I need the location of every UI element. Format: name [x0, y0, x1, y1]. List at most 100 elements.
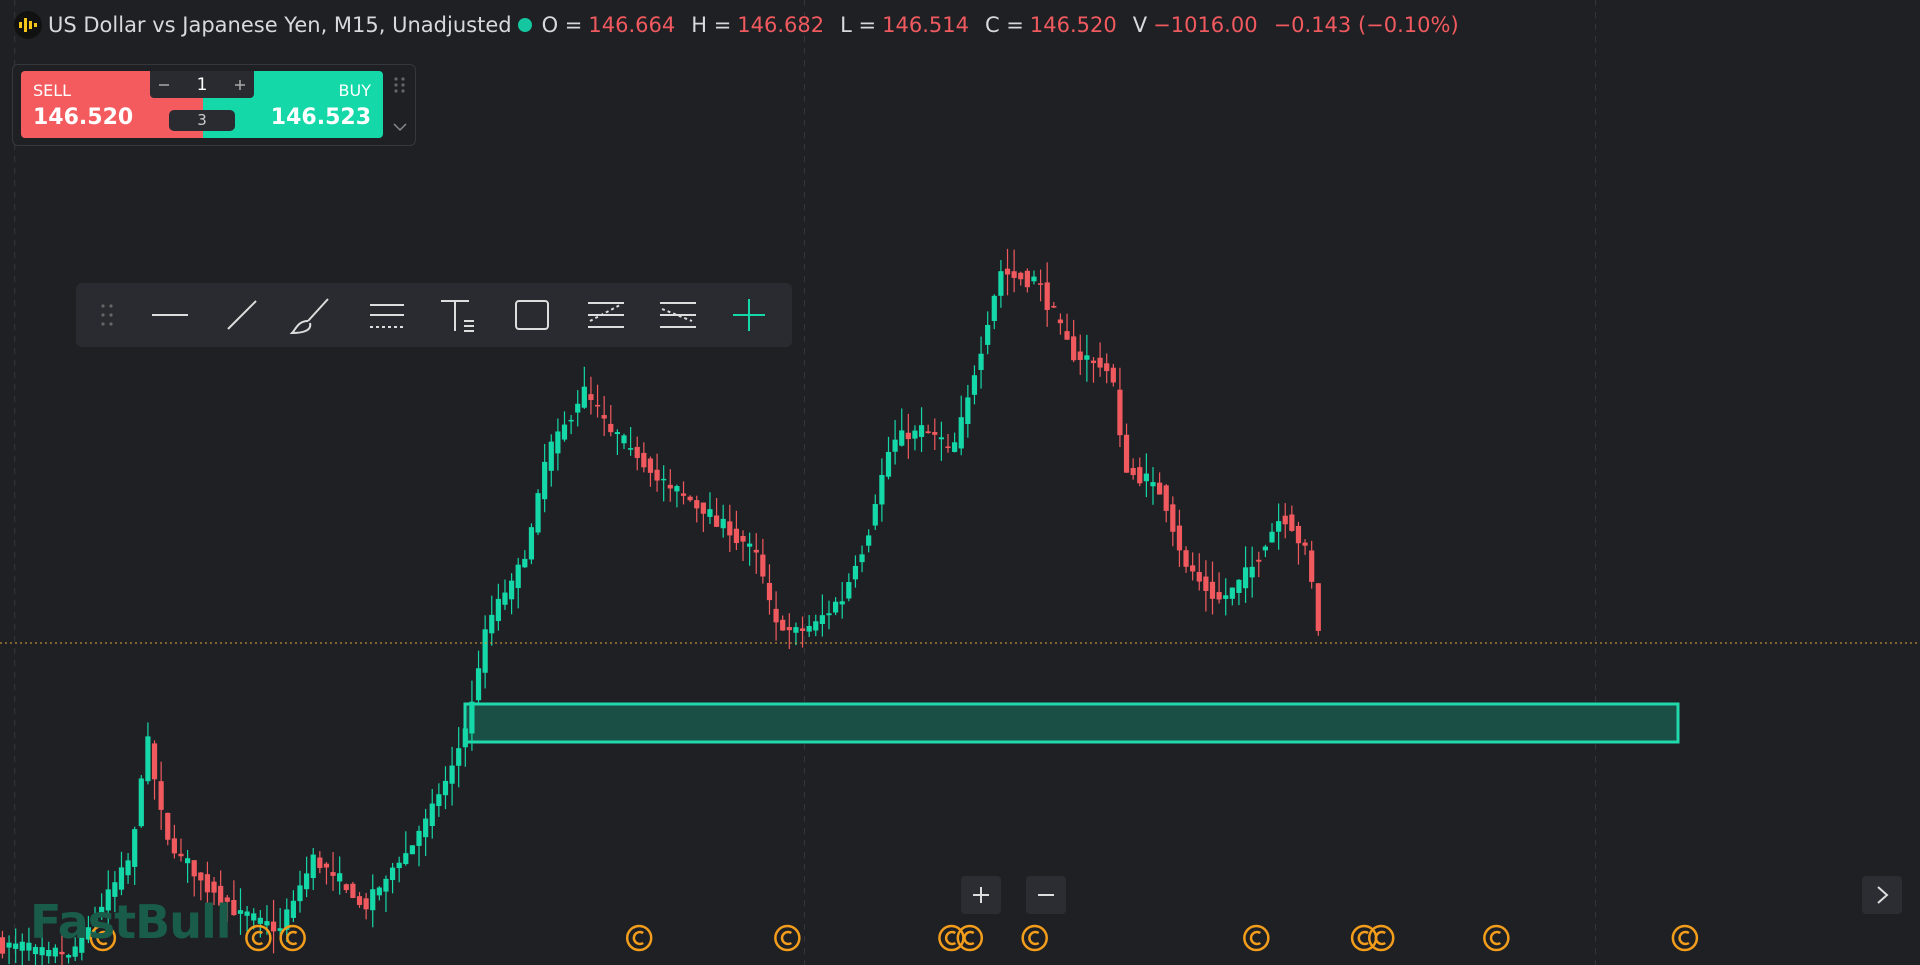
- candle-body: [713, 515, 720, 527]
- candle-body: [469, 701, 475, 734]
- candle-body: [1090, 360, 1097, 364]
- event-marker[interactable]: [245, 924, 272, 952]
- candle-body: [165, 812, 171, 840]
- candle-body: [132, 829, 138, 867]
- candle-body: [535, 493, 541, 533]
- candle-body: [614, 432, 620, 435]
- panel-controls[interactable]: [391, 69, 411, 139]
- event-marker[interactable]: [625, 924, 653, 952]
- trend-line-tool[interactable]: [227, 300, 257, 330]
- candle-body: [945, 446, 951, 449]
- candle-body: [1077, 351, 1083, 360]
- event-marker[interactable]: [774, 924, 801, 952]
- candle-body: [337, 873, 343, 882]
- drag-handle[interactable]: [101, 304, 113, 326]
- candle-body: [257, 917, 263, 924]
- event-marker[interactable]: [1021, 924, 1048, 952]
- text-tool[interactable]: [441, 300, 474, 332]
- candle-body: [6, 942, 12, 948]
- candle-body: [542, 461, 548, 500]
- sell-label: SELL: [33, 81, 72, 100]
- candle-body: [1223, 595, 1229, 599]
- candle-body: [522, 558, 528, 568]
- candle-body: [171, 838, 177, 854]
- parallel-channel-tool[interactable]: [370, 304, 404, 328]
- increase[interactable]: [234, 79, 246, 91]
- ohlc-label: C =: [984, 13, 1024, 37]
- candle-body: [495, 598, 501, 622]
- candle-body: [1051, 305, 1057, 308]
- candle-body: [727, 521, 733, 536]
- candle-body: [985, 324, 991, 345]
- candle-body: [211, 881, 217, 893]
- candle-body: [403, 853, 409, 865]
- scroll-right[interactable]: [1862, 876, 1902, 914]
- event-marker[interactable]: [279, 924, 306, 952]
- candle-body: [839, 601, 845, 605]
- event-marker[interactable]: [1243, 924, 1270, 952]
- candle-body: [350, 883, 356, 898]
- candle-body: [859, 554, 865, 563]
- candle-body: [270, 921, 277, 932]
- candle-body: [733, 528, 740, 544]
- candle-body: [13, 943, 19, 949]
- candle-body: [138, 778, 144, 827]
- candle-body: [1289, 514, 1295, 531]
- candle-body: [244, 911, 250, 916]
- candle-body: [231, 899, 237, 916]
- candle-body: [991, 295, 997, 322]
- event-marker[interactable]: [956, 924, 984, 952]
- event-marker[interactable]: [1671, 924, 1699, 952]
- candle-body: [528, 527, 535, 560]
- candle-body: [79, 928, 85, 953]
- candle-body: [85, 927, 92, 940]
- fib-tool[interactable]: [588, 302, 624, 328]
- candle-body: [813, 621, 819, 631]
- candle-body: [952, 442, 958, 452]
- candle-body: [799, 628, 806, 631]
- rectangle-tool[interactable]: [515, 300, 549, 330]
- ohlc-label: H =: [691, 13, 732, 37]
- candle-body: [1236, 579, 1242, 593]
- candle-body: [680, 493, 687, 496]
- candle-body: [317, 857, 323, 869]
- brush-tool[interactable]: [289, 298, 329, 335]
- candle-body: [389, 867, 396, 881]
- candle-body: [581, 386, 587, 408]
- candle-body: [151, 743, 158, 780]
- candle-body: [747, 543, 753, 547]
- candle-body: [806, 625, 812, 632]
- quantity[interactable]: 1: [196, 74, 208, 95]
- candle-body: [482, 629, 488, 673]
- candle-body: [971, 375, 978, 395]
- candle-body: [932, 432, 938, 435]
- candle-body: [409, 845, 416, 855]
- candle-body: [621, 435, 627, 444]
- candle-body: [628, 448, 634, 450]
- event-marker[interactable]: [89, 924, 117, 952]
- zoom-in[interactable]: [961, 876, 1001, 914]
- candle-body: [1190, 565, 1196, 572]
- zoom-out[interactable]: [1026, 876, 1066, 914]
- candle-body: [118, 867, 125, 890]
- candle-body: [667, 484, 673, 489]
- candle-body: [1130, 467, 1136, 476]
- status-dot: [517, 18, 532, 32]
- candle-body: [99, 906, 105, 915]
- candle-body: [958, 417, 964, 449]
- more-tools[interactable]: [733, 299, 765, 331]
- decrease[interactable]: [158, 79, 170, 91]
- candle-body: [793, 627, 799, 633]
- candle-body: [647, 458, 654, 473]
- candle-body: [32, 946, 39, 955]
- candle-body: [515, 564, 521, 589]
- pitchfork-tool[interactable]: [660, 302, 696, 328]
- candle-body: [872, 504, 878, 526]
- candle-body: [965, 397, 971, 424]
- event-marker[interactable]: [1483, 924, 1510, 952]
- event-marker[interactable]: [1367, 924, 1395, 952]
- candle-body: [416, 830, 422, 846]
- candle-body: [1104, 363, 1110, 372]
- brand-logo: FastBull: [30, 895, 231, 949]
